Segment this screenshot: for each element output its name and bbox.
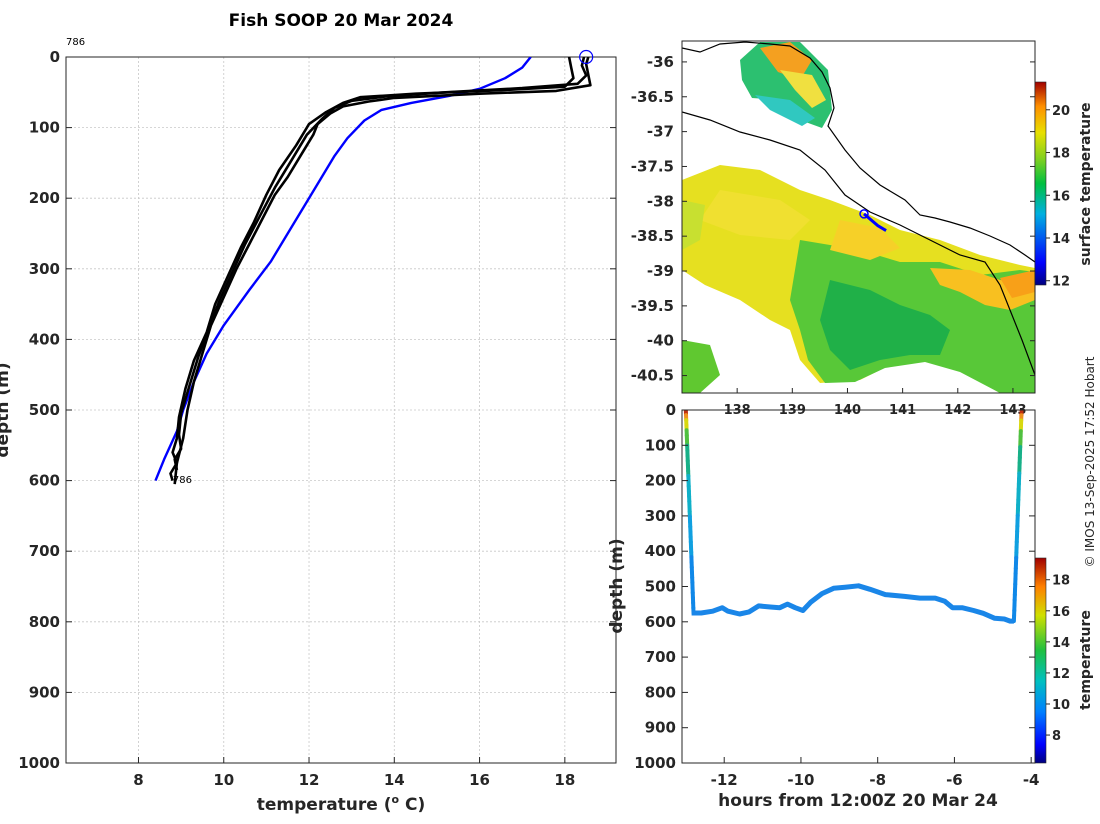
section-xtick-label: -10 — [787, 771, 814, 789]
map-lat-tick-label: -38.5 — [631, 227, 674, 245]
profile-ytick-label: 900 — [29, 683, 60, 701]
temperature-colorbar — [1035, 558, 1046, 763]
section-ytick-label: 200 — [645, 472, 676, 490]
sst-field — [682, 41, 1035, 393]
map-lat-tick-label: -40.5 — [631, 367, 674, 385]
section-xticks: -12 -10 -8 -6 -4 — [711, 757, 1040, 789]
temperature-colorbar-label: temperature — [1078, 610, 1094, 710]
profile-panel: Fish SOOP 20 Mar 2024 8 10 12 14 16 18 0 100 20… — [0, 11, 616, 815]
profile-ytick-label: 0 — [50, 48, 60, 66]
profile-xlabel: temperature (o C) — [257, 793, 426, 815]
station-label-top: 786 — [66, 37, 85, 48]
profile-line-fish-profile-a — [175, 57, 591, 484]
profile-xticks: 8 10 12 14 16 18 — [133, 757, 575, 789]
section-data — [686, 410, 1022, 621]
section-ytick-label: 1000 — [634, 754, 676, 772]
profile-ytick-label: 300 — [29, 260, 60, 278]
temperature-colorbar-tick-label: 10 — [1052, 698, 1070, 713]
sst-colorbar-tick-label: 18 — [1052, 147, 1070, 162]
profile-frame — [66, 57, 616, 763]
section-ytick-label: 700 — [645, 648, 676, 666]
profile-title: Fish SOOP 20 Mar 2024 — [229, 11, 454, 31]
profile-xtick-label: 18 — [554, 771, 575, 789]
profile-ytick-label: 600 — [29, 472, 60, 490]
profile-lines — [156, 57, 591, 484]
profile-line-fish-profile-c — [175, 57, 587, 470]
map-lat-tick-label: -39 — [647, 262, 674, 280]
sst-colorbar-tick-label: 14 — [1052, 232, 1070, 247]
section-ytick-label: 600 — [645, 613, 676, 631]
sst-colorbar-tick-label: 12 — [1052, 275, 1070, 290]
map-lat-tick-label: -37 — [647, 123, 674, 141]
section-ytick-label: 0 — [666, 401, 676, 419]
section-panel: -12 -10 -8 -6 -4 0 100 200 300 400 500 600 700 800 90… — [607, 401, 1094, 811]
section-xtick-label: -6 — [946, 771, 963, 789]
sst-colorbar — [1035, 82, 1046, 285]
credit-text: © IMOS 13-Sep-2025 17:52 Hobart — [1083, 356, 1097, 567]
section-xtick-label: -12 — [711, 771, 738, 789]
map-lat-tick-label: -36 — [647, 53, 674, 71]
section-ytick-label: 800 — [645, 683, 676, 701]
sst-colorbar-tick-label: 16 — [1052, 189, 1070, 204]
profile-xtick-label: 10 — [213, 771, 234, 789]
temperature-colorbar-tick-label: 12 — [1052, 667, 1070, 682]
profile-ytick-label: 100 — [29, 119, 60, 137]
profile-ytick-label: 500 — [29, 401, 60, 419]
profile-ytick-label: 700 — [29, 542, 60, 560]
profile-grid — [66, 57, 616, 763]
profile-xtick-label: 12 — [299, 771, 320, 789]
temperature-colorbar-tick-label: 16 — [1052, 605, 1070, 620]
section-ytick-label: 500 — [645, 578, 676, 596]
section-xlabel: hours from 12:00Z 20 Mar 24 — [718, 791, 998, 811]
profile-ylabel: depth (m) — [0, 362, 13, 457]
temperature-colorbar-tick-label: 8 — [1052, 729, 1061, 744]
map-lat-tick-label: -40 — [647, 332, 674, 350]
temperature-colorbar-tick-label: 18 — [1052, 574, 1070, 589]
profile-xtick-label: 8 — [133, 771, 143, 789]
temperature-colorbar-ticks: 8 10 12 14 16 18 — [1046, 574, 1070, 744]
sst-colorbar-label: surface temperature — [1078, 102, 1094, 265]
profile-xtick-label: 14 — [384, 771, 405, 789]
profile-ytick-label: 800 — [29, 613, 60, 631]
section-ylabel: depth (m) — [607, 538, 627, 633]
profile-ytick-label: 400 — [29, 330, 60, 348]
sst-colorbar-ticks: 12 14 16 18 20 — [1046, 104, 1070, 290]
map-lat-tick-label: -37.5 — [631, 157, 674, 175]
sst-map-panel: -36 -36.5 -37 -37.5 -38 -38.5 -39 -39.5 -40 -40.5… — [631, 41, 1094, 418]
section-ytick-label: 900 — [645, 719, 676, 737]
map-lat-tick-label: -39.5 — [631, 297, 674, 315]
map-lat-tick-label: -38 — [647, 192, 674, 210]
sst-colorbar-tick-label: 20 — [1052, 104, 1070, 119]
map-lat-tick-label: -36.5 — [631, 88, 674, 106]
section-ytick-label: 300 — [645, 507, 676, 525]
profile-ytick-label: 200 — [29, 189, 60, 207]
section-ytick-label: 100 — [645, 436, 676, 454]
section-bottom-track — [692, 586, 1014, 621]
xlabel-end: C) — [399, 795, 425, 815]
profile-ytick-label: 1000 — [18, 754, 60, 772]
section-xtick-label: -8 — [869, 771, 886, 789]
station-label-bottom: 786 — [173, 475, 192, 486]
section-xtick-label: -4 — [1023, 771, 1040, 789]
profile-xtick-label: 16 — [469, 771, 490, 789]
temperature-colorbar-tick-label: 14 — [1052, 636, 1070, 651]
section-ytick-label: 400 — [645, 542, 676, 560]
xlabel-start: temperature ( — [257, 795, 392, 815]
